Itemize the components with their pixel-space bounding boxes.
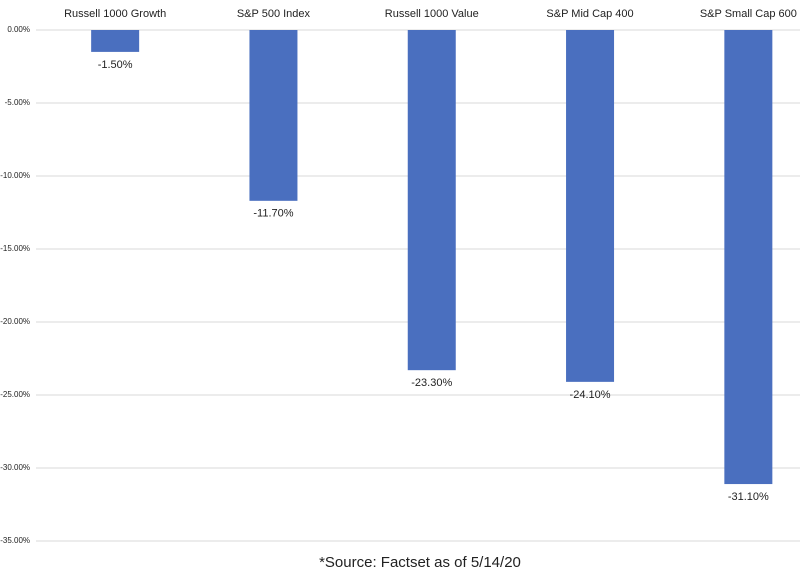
- y-tick-label: 0.00%: [7, 25, 30, 34]
- y-tick-label: -10.00%: [0, 171, 30, 180]
- bar: [91, 30, 140, 52]
- y-tick-label: -5.00%: [5, 98, 30, 107]
- category-label: Russell 1000 Value: [385, 8, 479, 20]
- y-tick-label: -35.00%: [0, 536, 30, 545]
- source-note: *Source: Factset as of 5/14/20: [319, 554, 521, 571]
- bar: [724, 30, 773, 485]
- category-label: S&P 500 Index: [237, 8, 311, 20]
- bar: [407, 30, 456, 371]
- bar: [249, 30, 298, 201]
- y-tick-label: -20.00%: [0, 317, 30, 326]
- bar: [566, 30, 615, 382]
- data-label: -24.10%: [570, 389, 611, 401]
- category-label: S&P Mid Cap 400: [546, 8, 633, 20]
- data-label: -1.50%: [98, 59, 133, 71]
- data-label: -11.70%: [253, 208, 293, 220]
- y-tick-label: -30.00%: [0, 463, 30, 472]
- data-label: -23.30%: [411, 377, 452, 389]
- data-label: -31.10%: [728, 491, 769, 503]
- y-tick-label: -15.00%: [0, 244, 30, 253]
- y-tick-label: -25.00%: [0, 390, 30, 399]
- category-label: S&P Small Cap 600: [700, 8, 797, 20]
- category-label: Russell 1000 Growth: [64, 8, 166, 20]
